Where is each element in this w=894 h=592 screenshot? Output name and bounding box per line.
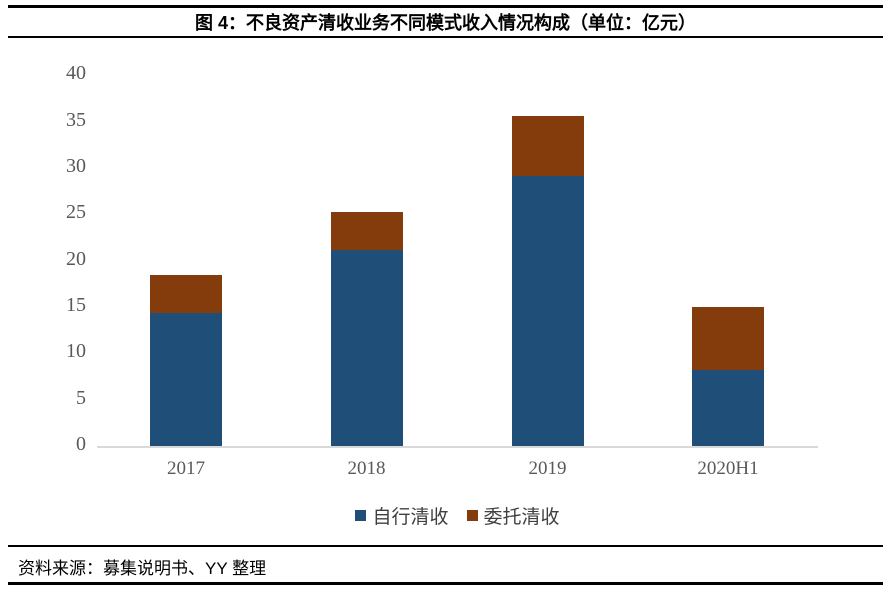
chart-title: 图 4：不良资产清收业务不同模式收入情况构成（单位：亿元） — [194, 13, 696, 33]
x-axis-tick-label: 2020H1 — [697, 458, 759, 479]
x-axis-tick-label: 2018 — [347, 458, 386, 479]
top-rule — [8, 5, 883, 8]
bar-segment-2020H1-series0 — [692, 369, 764, 446]
y-axis-tick-label: 0 — [76, 433, 86, 455]
bar-segment-2018-series1 — [330, 212, 403, 251]
legend-label: 自行清收 — [372, 507, 449, 528]
bar-segment-2017-series1 — [150, 275, 222, 313]
legend-item-series0: 自行清收 — [355, 502, 449, 529]
y-axis-tick-label: 25 — [66, 201, 86, 224]
y-axis-tick-label: 5 — [76, 386, 86, 409]
source-top-rule — [8, 545, 883, 547]
bar-segment-2019-series0 — [511, 176, 584, 446]
bar-segment-2020H1-series1 — [692, 306, 764, 370]
y-axis-tick-label: 40 — [66, 62, 86, 85]
source-text: 资料来源：募集说明书、YY 整理 — [18, 559, 267, 578]
chart-legend: 自行清收 委托清收 — [97, 502, 818, 529]
legend-item-series1: 委托清收 — [466, 502, 560, 529]
legend-swatch-icon — [355, 510, 367, 521]
y-axis-tick-label: 35 — [66, 108, 86, 131]
bar-segment-2019-series1 — [511, 115, 584, 177]
x-axis-tick-label: 2019 — [528, 458, 567, 479]
y-axis-tick-label: 10 — [66, 340, 86, 363]
legend-label: 委托清收 — [483, 507, 560, 528]
x-axis-tick-label: 2017 — [167, 458, 205, 479]
title-underline-rule — [8, 36, 883, 38]
y-axis-tick-label: 30 — [66, 154, 86, 177]
x-axis-line — [97, 446, 818, 448]
y-axis-tick-label: 15 — [66, 293, 86, 316]
bar-segment-2017-series0 — [150, 312, 222, 446]
bottom-rule — [8, 582, 883, 585]
y-axis-tick-label: 20 — [66, 247, 86, 270]
legend-swatch-icon — [466, 510, 478, 521]
bar-segment-2018-series0 — [330, 250, 403, 446]
